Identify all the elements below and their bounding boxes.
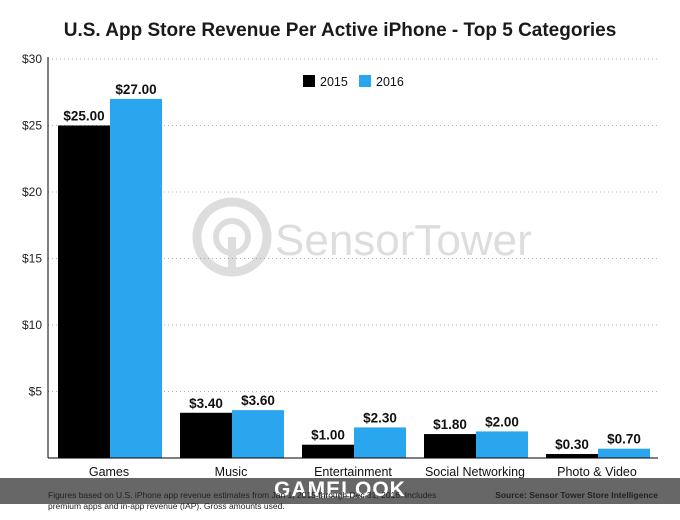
data-label: $25.00 <box>63 109 104 124</box>
footnote: Figures based on U.S. iPhone app revenue… <box>48 490 437 511</box>
y-tick-label: $20 <box>22 185 42 199</box>
y-tick-label: $25 <box>22 119 42 133</box>
legend-swatch <box>303 75 315 87</box>
y-tick-label: $30 <box>22 52 42 66</box>
chart-title: U.S. App Store Revenue Per Active iPhone… <box>63 20 617 41</box>
legend-label: 2016 <box>376 75 404 89</box>
data-label: $2.30 <box>363 410 397 425</box>
sensor-tower-watermark: SensorTower <box>192 197 532 277</box>
bar-2016-music <box>232 410 284 458</box>
legend-label: 2015 <box>320 75 348 89</box>
data-label: $1.80 <box>433 417 467 432</box>
banner-title: GAMELOOK <box>274 478 406 501</box>
bar-2015-photo-video <box>546 454 598 458</box>
bar-2016-entertainment <box>354 427 406 458</box>
bar-2015-social-networking <box>424 434 476 458</box>
y-tick-label: $15 <box>22 252 42 266</box>
source-credit: Source: Sensor Tower Store Intelligence <box>495 490 658 500</box>
banner-subtitle: GameLook.com.cn <box>314 494 366 500</box>
data-label: $0.30 <box>555 437 589 452</box>
sensor-tower-logo-icon <box>192 197 272 277</box>
y-tick-label: $5 <box>29 385 43 399</box>
x-tick-label: Music <box>215 465 248 479</box>
gamelook-banner: GAMELOOK GameLook.com.cn <box>0 478 680 504</box>
bar-2016-photo-video <box>598 448 650 458</box>
bar-2015-games <box>58 125 110 458</box>
data-label: $1.00 <box>311 428 345 443</box>
bar-2015-entertainment <box>302 444 354 458</box>
data-label: $2.00 <box>485 414 519 429</box>
legend-swatch <box>359 75 371 87</box>
bar-2016-games <box>110 98 162 459</box>
watermark-brand: SensorTower <box>275 216 532 265</box>
data-label: $3.40 <box>189 396 223 411</box>
data-label: $27.00 <box>115 82 156 97</box>
x-tick-label: Social Networking <box>425 465 525 479</box>
bar-2015-music <box>180 412 232 458</box>
x-tick-label: Photo & Video <box>557 465 637 479</box>
x-tick-label: Games <box>89 465 129 479</box>
y-tick-label: $10 <box>22 318 42 332</box>
data-label: $0.70 <box>607 432 641 447</box>
legend: 2015 2016 <box>303 75 404 89</box>
x-tick-label: Entertainment <box>314 465 392 479</box>
data-label: $3.60 <box>241 393 275 408</box>
bar-2016-social-networking <box>476 431 528 458</box>
